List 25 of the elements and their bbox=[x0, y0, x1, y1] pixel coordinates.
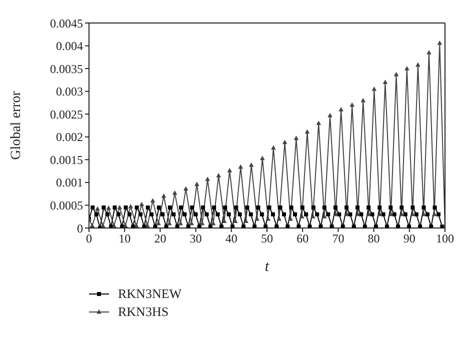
x-tick-label: 20 bbox=[154, 232, 166, 246]
y-tick-label: 0.0045 bbox=[50, 16, 83, 30]
x-tick-label: 10 bbox=[118, 232, 131, 246]
y-tick-label: 0.003 bbox=[56, 84, 83, 99]
legend-label: RKN3NEW bbox=[118, 285, 182, 303]
x-tick-label: 100 bbox=[436, 232, 454, 246]
y-tick-label: 0 bbox=[77, 221, 83, 236]
y-tick-label: 0.0025 bbox=[50, 107, 83, 122]
x-tick-label: 60 bbox=[296, 232, 309, 246]
legend-label: RKN3HS bbox=[118, 303, 169, 321]
x-tick-label: 40 bbox=[225, 232, 238, 246]
y-tick-label: 0.0015 bbox=[50, 152, 83, 167]
x-axis-title: t bbox=[264, 259, 270, 275]
y-tick-label: 0.002 bbox=[56, 130, 83, 144]
x-tick-label: 70 bbox=[332, 232, 344, 246]
x-tick-label: 0 bbox=[86, 232, 92, 246]
y-tick-label: 0.004 bbox=[56, 39, 83, 54]
x-tick-label: 30 bbox=[190, 232, 202, 246]
y-axis-title: Global error bbox=[9, 90, 24, 160]
y-tick-label: 0.001 bbox=[56, 176, 83, 190]
x-tick-label: 80 bbox=[368, 232, 380, 246]
y-tick-label: 0.0005 bbox=[50, 198, 83, 212]
x-tick-label: 50 bbox=[261, 232, 273, 246]
y-tick-label: 0.0035 bbox=[50, 62, 83, 76]
x-tick-label: 90 bbox=[403, 232, 416, 246]
